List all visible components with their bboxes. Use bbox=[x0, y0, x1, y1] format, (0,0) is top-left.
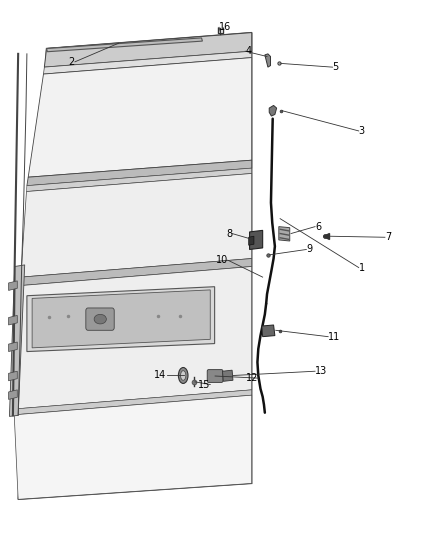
Polygon shape bbox=[14, 390, 252, 415]
Text: 3: 3 bbox=[359, 126, 365, 136]
Text: 2: 2 bbox=[69, 57, 75, 67]
Polygon shape bbox=[20, 259, 252, 286]
Polygon shape bbox=[269, 106, 277, 116]
Polygon shape bbox=[44, 33, 252, 67]
Ellipse shape bbox=[180, 370, 186, 380]
Text: 15: 15 bbox=[198, 379, 210, 390]
Polygon shape bbox=[9, 390, 17, 399]
Text: 12: 12 bbox=[246, 373, 258, 383]
Polygon shape bbox=[28, 58, 252, 177]
Text: 11: 11 bbox=[328, 332, 340, 342]
Text: 16: 16 bbox=[219, 22, 231, 33]
Polygon shape bbox=[27, 160, 252, 185]
Polygon shape bbox=[27, 287, 215, 352]
Polygon shape bbox=[265, 54, 271, 67]
Text: 5: 5 bbox=[332, 62, 339, 72]
Polygon shape bbox=[9, 342, 17, 352]
Polygon shape bbox=[262, 325, 275, 337]
Polygon shape bbox=[14, 395, 252, 499]
Text: 13: 13 bbox=[315, 366, 327, 376]
Polygon shape bbox=[9, 281, 17, 290]
Text: 6: 6 bbox=[315, 222, 321, 232]
Text: 9: 9 bbox=[306, 245, 312, 254]
Polygon shape bbox=[14, 266, 252, 409]
Polygon shape bbox=[9, 316, 17, 325]
Text: 14: 14 bbox=[154, 370, 166, 381]
Polygon shape bbox=[21, 173, 252, 277]
Polygon shape bbox=[46, 38, 202, 52]
Text: 4: 4 bbox=[245, 46, 251, 56]
Ellipse shape bbox=[94, 314, 106, 324]
Polygon shape bbox=[18, 33, 252, 499]
Text: 7: 7 bbox=[385, 232, 391, 243]
Polygon shape bbox=[43, 51, 252, 74]
Text: 8: 8 bbox=[226, 229, 232, 239]
FancyBboxPatch shape bbox=[207, 369, 223, 382]
Text: 10: 10 bbox=[215, 255, 228, 265]
Polygon shape bbox=[32, 290, 210, 348]
Polygon shape bbox=[9, 371, 17, 381]
FancyBboxPatch shape bbox=[86, 308, 114, 330]
Polygon shape bbox=[223, 370, 233, 381]
Polygon shape bbox=[249, 236, 254, 245]
Ellipse shape bbox=[178, 368, 188, 383]
Polygon shape bbox=[279, 227, 290, 241]
Polygon shape bbox=[26, 168, 252, 191]
Text: 1: 1 bbox=[359, 263, 365, 272]
Polygon shape bbox=[250, 230, 263, 249]
Polygon shape bbox=[10, 265, 25, 416]
